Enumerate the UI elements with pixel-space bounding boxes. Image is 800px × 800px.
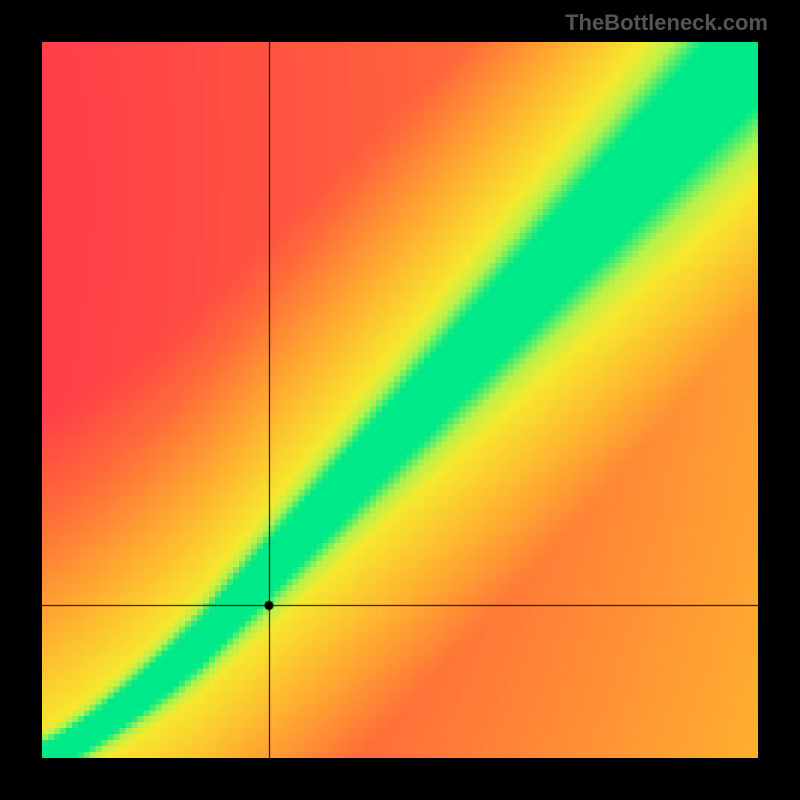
chart-container: TheBottleneck.com (0, 0, 800, 800)
bottleneck-heatmap (42, 42, 758, 758)
watermark-text: TheBottleneck.com (565, 10, 768, 36)
